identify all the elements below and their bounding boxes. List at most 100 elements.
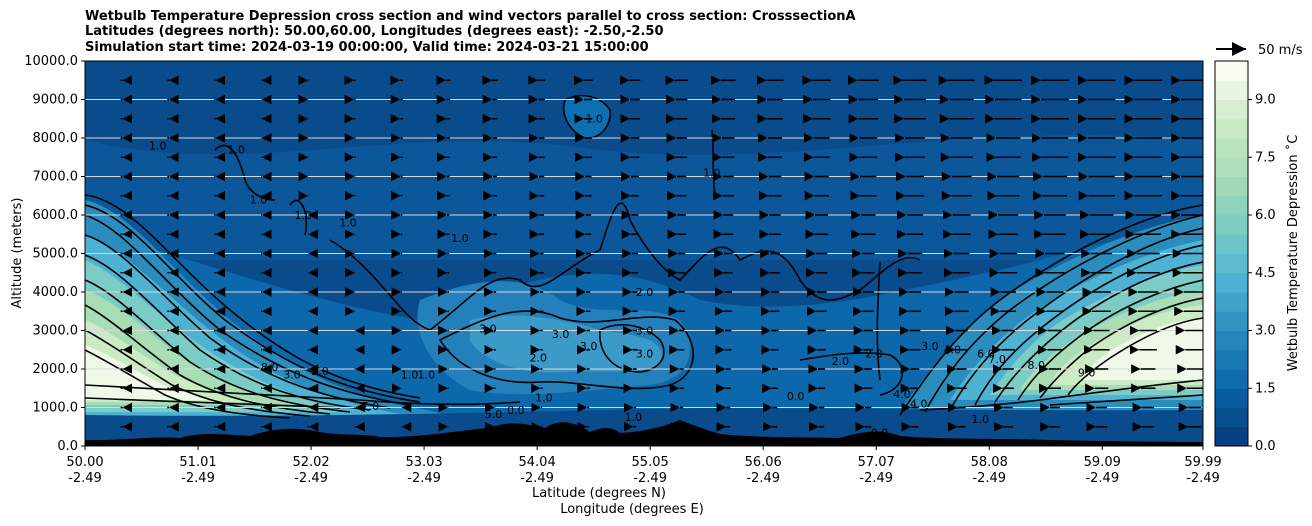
contour-label: 1.0	[535, 392, 553, 405]
x-tick-label-longitude: -2.49	[1085, 471, 1119, 486]
contour-label: 1.0	[339, 217, 357, 230]
colorbar-segment	[1215, 157, 1248, 177]
contour-label: 1.0	[418, 369, 436, 382]
y-tick-label: 4000.0	[33, 285, 79, 300]
colorbar-segment	[1215, 369, 1248, 389]
x-tick-label-latitude: 59.09	[1084, 455, 1121, 470]
colorbar: 0.0 1.5 3.0 4.5 6.0 7.5 9.0	[1214, 60, 1276, 454]
colorbar-segment	[1215, 330, 1248, 351]
contour-label: 0.0	[787, 390, 805, 403]
contour-label: 1.0	[625, 411, 643, 424]
colorbar-segment	[1215, 253, 1248, 274]
colorbar-tick-label: 4.5	[1255, 266, 1276, 281]
field-mid-core-inner	[470, 315, 662, 373]
x-tick-label-longitude: -2.49	[294, 471, 328, 486]
colorbar-label: Wetbulb Temperature Depression ˚C	[1285, 135, 1301, 372]
y-tick-label: 3000.0	[33, 324, 79, 339]
contour-label: 2.0	[311, 365, 329, 378]
contour-label: 4.0	[910, 398, 928, 411]
colorbar-tick-label: 7.5	[1255, 150, 1276, 165]
y-tick-label: 8000.0	[33, 131, 79, 146]
contour-label: 3.0	[552, 328, 570, 341]
x-tick-label-latitude: 56.06	[745, 455, 782, 470]
contour-label: 1.0	[294, 209, 312, 222]
x-tick-label-longitude: -2.49	[407, 471, 441, 486]
chart-title-line-1: Wetbulb Temperature Depression cross sec…	[85, 9, 856, 24]
contour-label: 7.0	[988, 353, 1006, 366]
x-tick-label-longitude: -2.49	[181, 471, 215, 486]
contour-label: 2.0	[636, 286, 654, 299]
contour-lines	[85, 94, 1203, 419]
x-tick-label-longitude: -2.49	[520, 471, 554, 486]
x-tick-label-latitude: 52.02	[292, 455, 329, 470]
field-upper-core	[563, 95, 611, 139]
contour-label: 3.0	[636, 347, 654, 360]
field-band-upper	[85, 135, 1203, 260]
contour-label: 4.0	[893, 388, 911, 401]
colorbar-segment	[1215, 292, 1248, 312]
contour-label: 1.0	[703, 167, 721, 180]
contour-label: 8.0	[1028, 359, 1046, 372]
contour-label: 3.0	[921, 340, 939, 353]
colorbar-segment	[1215, 99, 1248, 120]
x-axis-label-longitude: Longitude (degrees E)	[560, 502, 704, 517]
y-axis: 0.0 1000.0 2000.0 3000.0 4000.0 5000.0 6000.0 7…	[24, 54, 85, 454]
contour-label: 2.0	[529, 351, 547, 364]
contour-label: 1.0	[149, 140, 167, 153]
contour-label: 9.0	[1078, 367, 1096, 380]
colorbar-segment	[1215, 426, 1248, 447]
x-tick-label-longitude: -2.49	[972, 471, 1006, 486]
y-tick-label: 9000.0	[33, 93, 79, 108]
contour-labels: 1.0 1.01.01.01.01.01.01.02.03.0 3.03.03.03…	[149, 113, 1095, 440]
contour-label: 3.0	[636, 324, 654, 337]
colorbar-segment	[1215, 388, 1248, 408]
contour-label: 3.0	[580, 340, 598, 353]
colorbar-frame	[1214, 60, 1249, 447]
x-tick-label-longitude: -2.49	[1186, 471, 1220, 486]
colorbar-segment	[1215, 349, 1248, 370]
wind-reference-label: 50 m/s	[1258, 43, 1303, 58]
x-tick-label-latitude: 58.08	[971, 455, 1008, 470]
contour-label: 2.0	[832, 355, 850, 368]
contour-label: 1.0	[250, 193, 268, 206]
contour-label: 3.0	[283, 369, 301, 382]
colorbar-segment	[1215, 272, 1248, 293]
x-tick-label-latitude: 54.04	[519, 455, 556, 470]
x-axis: 50.00-2.4951.01-2.4952.02-2.4953.03-2.49…	[66, 446, 1222, 486]
colorbar-segment	[1215, 195, 1248, 216]
x-tick-label-longitude: -2.49	[633, 471, 667, 486]
contour-label: 0.0	[871, 426, 889, 439]
x-tick-label-latitude: 57.07	[858, 455, 895, 470]
terrain	[85, 420, 1203, 446]
colorbar-segment	[1215, 61, 1248, 81]
colorbar-tick-label: 9.0	[1255, 93, 1276, 108]
colorbar-segment	[1215, 176, 1248, 197]
wind-vector-field	[120, 75, 1203, 432]
x-axis-label-latitude: Latitude (degrees N)	[532, 486, 666, 501]
x-tick-label-latitude: 59.99	[1184, 455, 1221, 470]
chart-title-line-2: Latitudes (degrees north): 50.00,60.00, …	[85, 24, 664, 39]
colorbar-tick-label: 6.0	[1255, 208, 1276, 223]
colorbar-segment	[1215, 138, 1248, 158]
colorbar-segment	[1215, 407, 1248, 428]
x-tick-label-latitude: 55.05	[632, 455, 669, 470]
contour-label: 1.0	[585, 113, 603, 126]
contour-label: 1.0	[401, 369, 419, 382]
contour-label: 4.0	[944, 344, 962, 357]
plot-area: 1.0 1.01.01.01.01.01.01.02.03.0 3.03.03.03…	[85, 61, 1203, 446]
colorbar-tick-label: 1.5	[1255, 381, 1276, 396]
x-tick-label-latitude: 51.01	[179, 455, 216, 470]
x-tick-label-longitude: -2.49	[746, 471, 780, 486]
x-tick-label-longitude: -2.49	[68, 471, 102, 486]
x-tick-label-longitude: -2.49	[859, 471, 893, 486]
contour-label: 7.0	[362, 400, 380, 413]
colorbar-segment	[1215, 234, 1248, 254]
y-axis-label: Altitude (meters)	[10, 198, 25, 309]
contour-label: 3.0	[479, 322, 497, 335]
contour-label: 1.0	[227, 143, 245, 156]
y-tick-label: 0.0	[57, 439, 78, 454]
colorbar-segment	[1215, 118, 1248, 139]
contour-label: 1.0	[451, 232, 469, 245]
y-tick-label: 5000.0	[33, 247, 79, 262]
